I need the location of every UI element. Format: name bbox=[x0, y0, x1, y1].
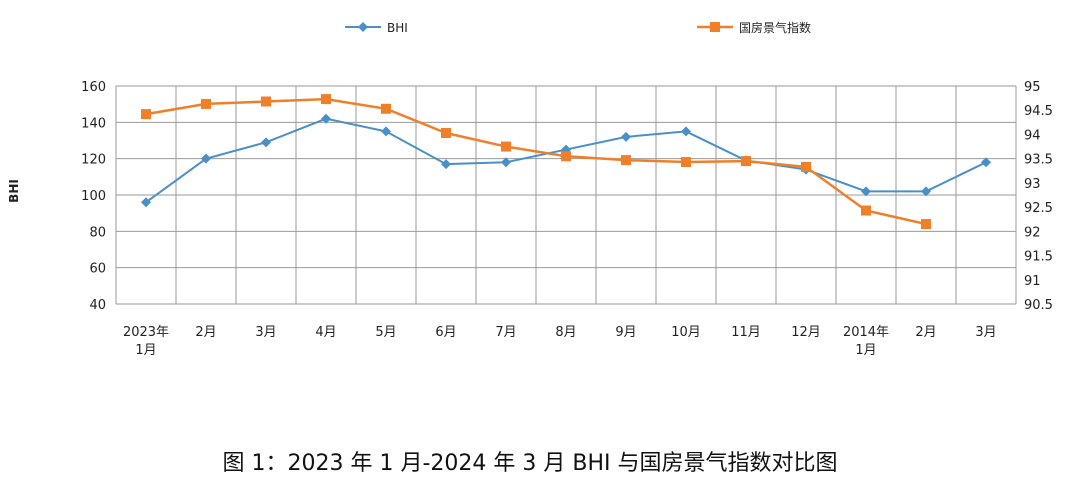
x-tick-label: 3月 bbox=[975, 325, 996, 340]
data-point-bhi bbox=[201, 153, 211, 164]
data-point-bhi bbox=[381, 126, 391, 137]
y-axis-label: BHI bbox=[7, 179, 21, 203]
y2-tick-label: 94 bbox=[1024, 128, 1041, 143]
y2-tick-label: 90.5 bbox=[1024, 298, 1053, 313]
data-point-index bbox=[261, 96, 271, 107]
y2-tick-label: 95 bbox=[1024, 80, 1041, 95]
x-tick-label: 3月 bbox=[255, 325, 276, 340]
y2-tick-label: 92.5 bbox=[1024, 201, 1053, 216]
legend-label-index: 国房景气指数 bbox=[739, 20, 811, 35]
data-point-bhi bbox=[501, 157, 511, 168]
x-tick-label: 5月 bbox=[375, 325, 396, 340]
data-point-bhi bbox=[861, 186, 871, 197]
data-point-bhi bbox=[141, 197, 151, 208]
x-tick-label: 2月 bbox=[915, 325, 936, 340]
data-point-bhi bbox=[621, 131, 631, 142]
y-tick-label: 100 bbox=[81, 189, 106, 204]
y-tick-label: 60 bbox=[89, 262, 106, 277]
y-tick-label: 160 bbox=[81, 80, 106, 95]
data-point-index bbox=[561, 151, 571, 162]
x-tick-label: 4月 bbox=[315, 325, 336, 340]
data-point-index bbox=[741, 156, 751, 167]
y-tick-label: 40 bbox=[89, 298, 106, 313]
x-tick-label: 9月 bbox=[615, 325, 636, 340]
data-point-bhi bbox=[981, 157, 991, 168]
y2-tick-label: 93 bbox=[1024, 177, 1041, 192]
series-line-index bbox=[145, 97, 927, 226]
x-tick-label: 2014年 1月 bbox=[843, 325, 889, 358]
y2-tick-label: 92 bbox=[1024, 225, 1041, 240]
y2-tick-label: 91 bbox=[1024, 274, 1041, 289]
data-point-bhi bbox=[441, 159, 451, 170]
legend-label-bhi: BHI bbox=[387, 21, 408, 35]
data-point-index bbox=[501, 141, 511, 152]
legend: BHI 国房景气指数 bbox=[345, 20, 811, 35]
data-point-index bbox=[801, 161, 811, 172]
series bbox=[141, 94, 991, 230]
data-point-bhi bbox=[321, 113, 331, 124]
data-point-index bbox=[381, 103, 391, 114]
data-point-index bbox=[321, 94, 331, 105]
legend-marker-index bbox=[710, 22, 720, 32]
x-tick-label: 2023年 1月 bbox=[123, 325, 169, 358]
y2-tick-label: 91.5 bbox=[1024, 250, 1053, 265]
y-tick-label: 80 bbox=[89, 225, 106, 240]
x-tick-label: 2月 bbox=[195, 325, 216, 340]
x-tick-label: 6月 bbox=[435, 325, 456, 340]
data-point-index bbox=[141, 109, 151, 120]
grid bbox=[115, 85, 1017, 305]
x-tick-label: 12月 bbox=[791, 325, 821, 340]
data-point-index bbox=[921, 219, 931, 230]
data-point-index bbox=[201, 98, 211, 109]
data-point-index bbox=[681, 157, 691, 168]
x-tick-label: 11月 bbox=[731, 325, 761, 340]
y-tick-label: 140 bbox=[81, 116, 106, 131]
data-point-bhi bbox=[261, 137, 271, 148]
data-point-bhi bbox=[921, 186, 931, 197]
x-tick-label: 7月 bbox=[495, 325, 516, 340]
axes: 40 60 80 100 120 140 160 90.5 91 91.5 92 92.5 93 93.5… bbox=[81, 80, 1053, 358]
x-tick-label: 10月 bbox=[671, 325, 701, 340]
chart-caption: 图 1：2023 年 1 月-2024 年 3 月 BHI 与国房景气指数对比图 bbox=[223, 451, 838, 476]
y-tick-label: 120 bbox=[81, 153, 106, 168]
y2-tick-label: 93.5 bbox=[1024, 153, 1053, 168]
legend-marker-bhi bbox=[358, 22, 368, 32]
x-tick-label: 8月 bbox=[555, 325, 576, 340]
y2-tick-label: 94.5 bbox=[1024, 104, 1053, 119]
data-point-index bbox=[621, 155, 631, 166]
data-point-index bbox=[861, 205, 871, 216]
data-point-bhi bbox=[681, 126, 691, 137]
data-point-index bbox=[441, 127, 451, 138]
